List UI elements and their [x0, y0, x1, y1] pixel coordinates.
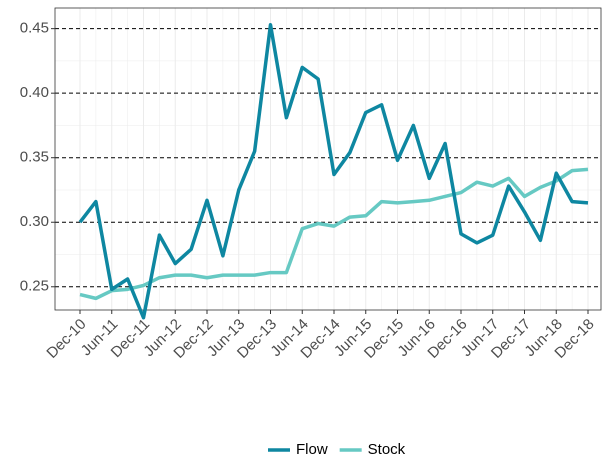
line [79, 167, 589, 301]
panel [55, 8, 601, 310]
line [78, 23, 589, 320]
y-tick-label: 0.25 [20, 278, 49, 295]
y-tick-label: 0.45 [20, 20, 49, 37]
x-tick-label: Dec-10 [43, 316, 89, 362]
panel-border [54, 7, 602, 311]
y-tick-label: 0.30 [20, 213, 49, 230]
y-tick-label: 0.40 [20, 84, 49, 101]
legend-label: Flow [296, 441, 328, 458]
y-tick-label: 0.35 [20, 149, 49, 166]
legend-label: Stock [368, 441, 406, 458]
